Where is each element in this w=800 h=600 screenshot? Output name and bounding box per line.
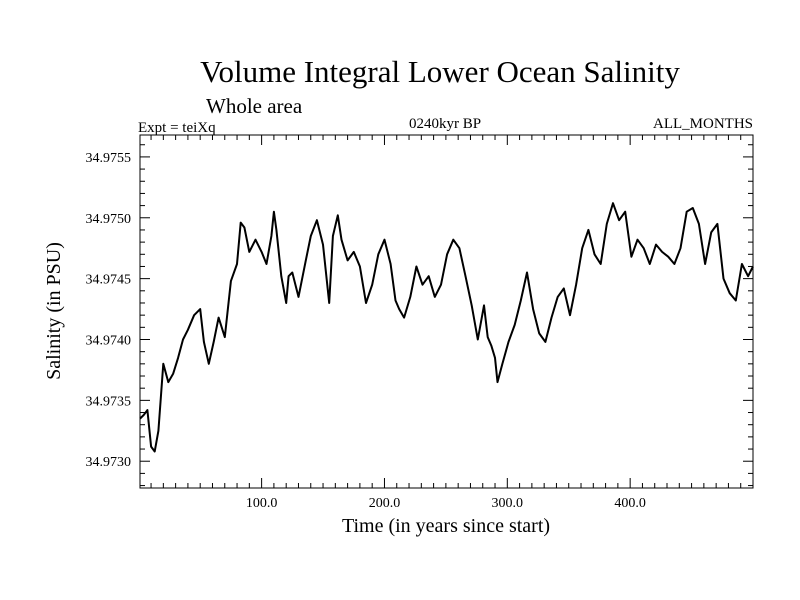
x-axis-label: Time (in years since start) <box>342 515 550 537</box>
y-tick-label: 34.9745 <box>86 273 132 288</box>
salinity-series-line <box>139 202 754 453</box>
y-tick-label: 34.9750 <box>86 212 132 227</box>
period-label: 0240kyr BP <box>409 116 481 132</box>
x-tick-label: 400.0 <box>614 496 646 511</box>
x-tick-label: 200.0 <box>369 496 401 511</box>
y-tick-label: 34.9730 <box>86 455 132 470</box>
y-tick-label: 34.9735 <box>86 394 132 409</box>
x-tick-label: 300.0 <box>492 496 524 511</box>
y-axis-label: Salinity (in PSU) <box>43 242 65 380</box>
axis-ticks <box>140 135 754 488</box>
y-tick-labels: 34.9730 34.9735 34.9740 34.9745 34.9750 34.97… <box>86 151 132 470</box>
chart-title: Volume Integral Lower Ocean Salinity <box>200 54 680 89</box>
x-tick-labels: 100.0 200.0 300.0 400.0 <box>246 496 646 511</box>
plot-frame <box>139 134 754 489</box>
y-tick-label: 34.9755 <box>86 151 132 166</box>
months-label: ALL_MONTHS <box>653 116 753 132</box>
experiment-label: Expt = teiXq <box>138 120 216 136</box>
y-tick-label: 34.9740 <box>86 333 132 348</box>
x-tick-label: 100.0 <box>246 496 278 511</box>
chart-subtitle: Whole area <box>206 94 303 118</box>
